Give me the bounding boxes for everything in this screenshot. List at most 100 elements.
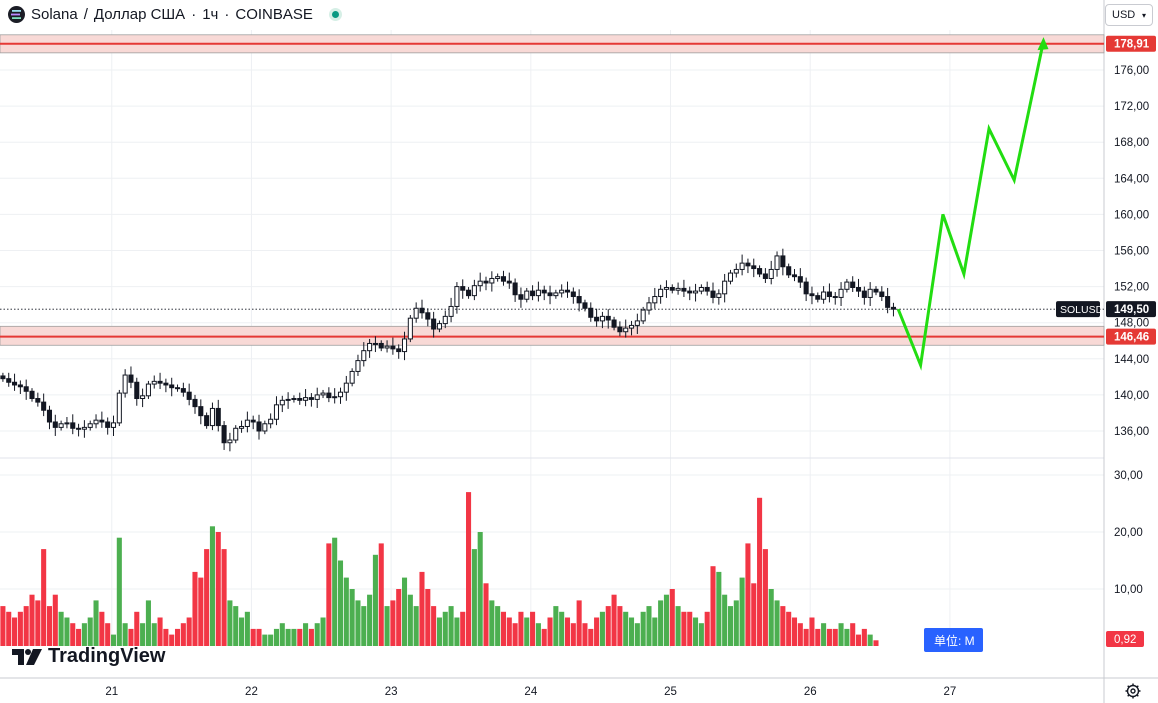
candle-body	[76, 427, 82, 430]
candle-body	[355, 360, 361, 372]
volume-bar	[780, 606, 786, 646]
candle-body	[81, 426, 87, 430]
candle-body	[786, 266, 792, 276]
volume-bar	[41, 549, 47, 646]
symbol-header[interactable]: Solana / Доллар США · 1ч · COINBASE	[8, 6, 342, 23]
level-price-label: 146,46	[1114, 332, 1149, 344]
candle-body	[885, 296, 891, 308]
volume-bar	[500, 611, 507, 646]
candle-body	[204, 415, 210, 427]
time-tick-label: 27	[944, 686, 957, 698]
candle-body	[343, 382, 349, 393]
volume-bar	[93, 600, 99, 646]
volume-bar	[594, 617, 600, 646]
candle-body	[413, 307, 419, 319]
candle-body	[722, 280, 728, 295]
volume-bar	[541, 628, 547, 646]
candle-body	[832, 296, 838, 299]
candle-body	[70, 422, 76, 429]
candle-body	[384, 345, 390, 349]
price-candles	[0, 248, 896, 452]
volume-bar	[704, 611, 710, 646]
currency-button[interactable]: USD ▾	[1105, 4, 1153, 26]
candle-body	[489, 277, 495, 284]
candle-body	[658, 288, 664, 298]
volume-bar	[844, 628, 850, 646]
volume-bar	[611, 594, 617, 646]
time-tick-label: 26	[804, 686, 817, 698]
volume-bar	[786, 611, 792, 646]
candle-body	[221, 425, 227, 444]
volume-bar	[826, 628, 832, 646]
candle-body	[483, 280, 489, 284]
candle-body	[105, 421, 111, 428]
volume-bar	[204, 549, 210, 646]
symbol-name: Solana	[31, 6, 78, 23]
volume-bar	[559, 611, 565, 646]
volume-bar	[70, 623, 76, 646]
exchange-label: COINBASE	[235, 6, 313, 23]
candle-body	[582, 302, 588, 309]
volume-bar	[256, 628, 262, 646]
candle-body	[594, 316, 600, 322]
candle-body	[396, 348, 402, 353]
volume-bar	[58, 611, 64, 646]
candle-body	[442, 315, 448, 325]
volume-bar	[17, 611, 23, 646]
settings-gear-icon[interactable]	[1124, 682, 1142, 700]
volume-bar	[64, 617, 70, 646]
volume-bar	[186, 617, 192, 646]
candle-body	[838, 288, 844, 298]
volume-bar	[623, 611, 629, 646]
last-price-label: 149,50	[1114, 304, 1149, 316]
candle-body	[157, 380, 163, 384]
time-axis: 21 22 23 24 25 26 27	[105, 686, 956, 698]
forecast-arrowhead	[1037, 37, 1049, 51]
candle-body	[791, 274, 798, 278]
candle-body	[349, 370, 355, 384]
volume-unit-badge[interactable]: 单位: M	[924, 628, 983, 652]
volume-bar	[99, 611, 105, 646]
volume-bar	[110, 634, 117, 646]
candle-body	[460, 286, 466, 291]
candle-body	[861, 290, 867, 298]
last-volume-badge	[1106, 631, 1144, 647]
candle-body	[128, 374, 134, 383]
volume-bar	[570, 623, 576, 646]
price-tick-label: 172,00	[1114, 101, 1149, 113]
candle-body	[35, 398, 41, 403]
candle-body	[29, 390, 35, 400]
candle-body	[431, 318, 437, 330]
candle-body	[768, 268, 774, 279]
candle-body	[244, 419, 250, 427]
volume-bar	[553, 606, 559, 646]
candle-body	[233, 427, 239, 441]
volume-bar	[832, 628, 838, 646]
market-status-icon[interactable]	[328, 8, 342, 21]
candle-body	[262, 423, 268, 432]
volume-bar	[361, 606, 367, 646]
candle-body	[803, 281, 809, 295]
candle-body	[209, 407, 215, 427]
volume-bar	[687, 611, 693, 646]
candle-body	[471, 285, 477, 297]
level-price-badge	[1106, 35, 1156, 52]
candle-body	[93, 419, 99, 425]
volume-bar	[617, 606, 623, 646]
candle-body	[890, 306, 896, 310]
candle-body	[617, 326, 623, 333]
volume-bar	[471, 549, 477, 646]
candle-body	[425, 312, 431, 320]
candle-body	[559, 289, 565, 294]
tradingview-branding[interactable]: TradingView	[12, 645, 165, 668]
candle-body	[320, 392, 326, 396]
volume-bar	[739, 577, 745, 646]
price-tick-label: 156,00	[1114, 246, 1149, 258]
volume-bar	[140, 623, 146, 646]
volume-bar	[751, 583, 757, 646]
candle-body	[180, 388, 186, 393]
volume-bar	[506, 617, 512, 646]
volume-bar	[698, 623, 704, 646]
volume-bar	[291, 628, 297, 646]
